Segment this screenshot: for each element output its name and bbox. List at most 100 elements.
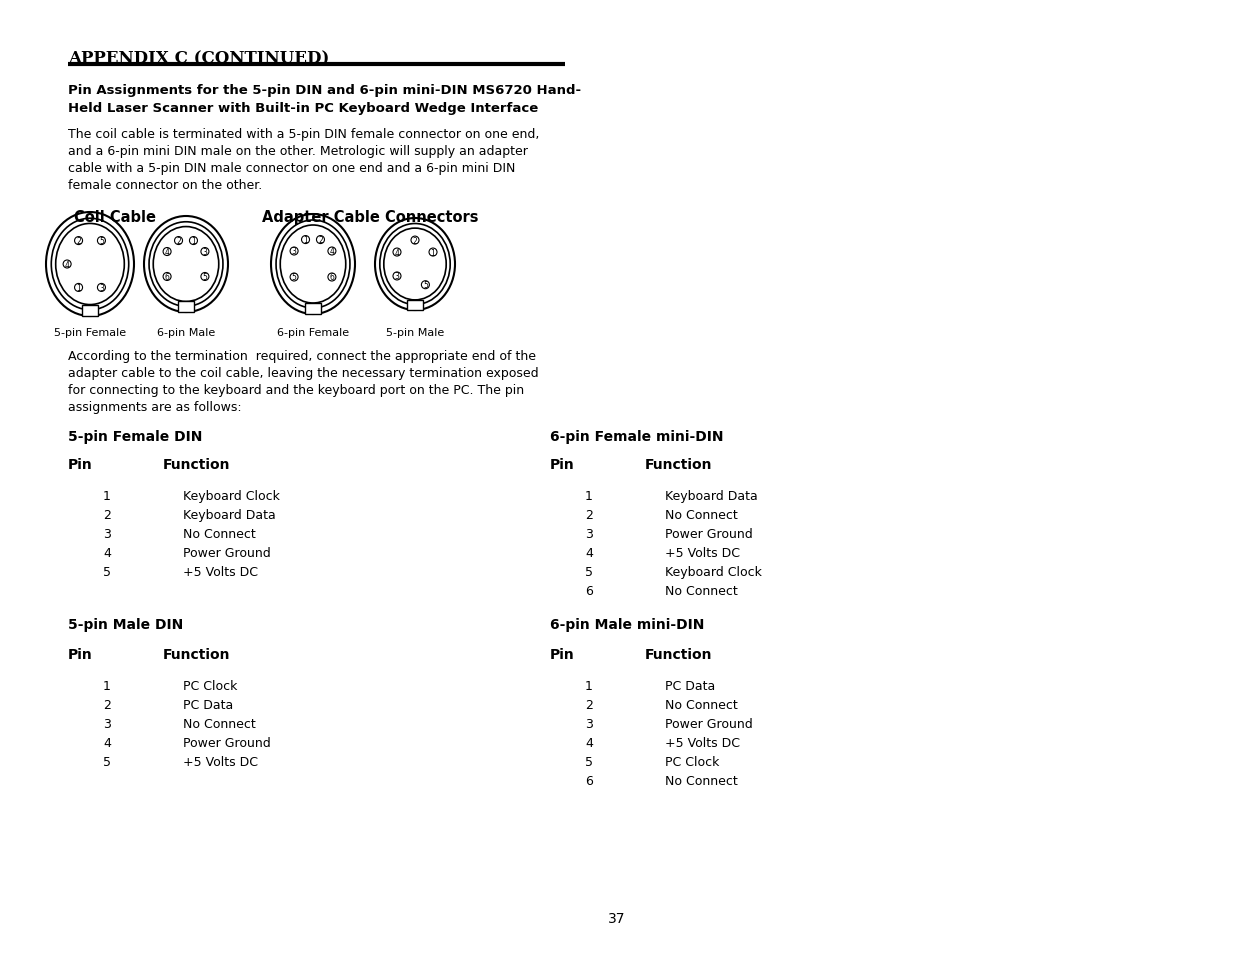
Text: Keyboard Data: Keyboard Data — [664, 490, 758, 502]
Text: Function: Function — [645, 647, 713, 661]
Text: 1: 1 — [103, 679, 111, 692]
Text: Pin: Pin — [68, 647, 93, 661]
Text: 1: 1 — [103, 490, 111, 502]
Circle shape — [329, 274, 336, 282]
Ellipse shape — [56, 224, 125, 305]
Bar — [408, 300, 422, 311]
Text: 5-pin Male DIN: 5-pin Male DIN — [68, 618, 183, 631]
Text: 37: 37 — [609, 911, 626, 925]
Circle shape — [74, 284, 83, 293]
Text: No Connect: No Connect — [664, 699, 737, 711]
Circle shape — [201, 249, 209, 256]
Text: +5 Volts DC: +5 Volts DC — [183, 755, 258, 768]
Text: 3: 3 — [103, 527, 111, 540]
Text: 1: 1 — [585, 679, 593, 692]
Text: and a 6-pin mini DIN male on the other. Metrologic will supply an adapter: and a 6-pin mini DIN male on the other. … — [68, 145, 527, 158]
Text: 3: 3 — [291, 247, 296, 256]
Circle shape — [201, 274, 209, 281]
Circle shape — [163, 274, 172, 281]
Text: The coil cable is terminated with a 5-pin DIN female connector on one end,: The coil cable is terminated with a 5-pi… — [68, 128, 540, 141]
Text: assignments are as follows:: assignments are as follows: — [68, 400, 242, 414]
Circle shape — [301, 236, 310, 244]
Circle shape — [393, 273, 401, 281]
Text: +5 Volts DC: +5 Volts DC — [664, 546, 740, 559]
Text: 1: 1 — [431, 249, 436, 257]
Text: 1: 1 — [77, 284, 82, 293]
Text: cable with a 5-pin DIN male connector on one end and a 6-pin mini DIN: cable with a 5-pin DIN male connector on… — [68, 162, 515, 174]
Text: According to the termination  required, connect the appropriate end of the: According to the termination required, c… — [68, 350, 536, 363]
Text: Held Laser Scanner with Built-in PC Keyboard Wedge Interface: Held Laser Scanner with Built-in PC Keyb… — [68, 102, 538, 115]
Circle shape — [316, 236, 325, 244]
Bar — [82, 305, 99, 316]
Text: APPENDIX C (CONTINUED): APPENDIX C (CONTINUED) — [68, 50, 330, 67]
Text: +5 Volts DC: +5 Volts DC — [183, 565, 258, 578]
Text: 6-pin Female mini-DIN: 6-pin Female mini-DIN — [550, 430, 724, 443]
Text: No Connect: No Connect — [664, 774, 737, 787]
Circle shape — [421, 281, 430, 290]
Text: Pin: Pin — [550, 647, 574, 661]
Text: 3: 3 — [103, 718, 111, 730]
Text: 6: 6 — [585, 584, 593, 598]
Text: 5: 5 — [585, 565, 593, 578]
Text: 5-pin Male: 5-pin Male — [385, 328, 445, 337]
Text: 3: 3 — [394, 273, 399, 281]
Circle shape — [74, 237, 83, 245]
Text: Power Ground: Power Ground — [664, 527, 753, 540]
Text: 3: 3 — [99, 284, 104, 293]
Circle shape — [63, 261, 72, 269]
Circle shape — [411, 237, 419, 245]
Text: PC Clock: PC Clock — [183, 679, 237, 692]
Ellipse shape — [280, 226, 346, 304]
Text: adapter cable to the coil cable, leaving the necessary termination exposed: adapter cable to the coil cable, leaving… — [68, 367, 538, 379]
Text: Function: Function — [163, 647, 231, 661]
Text: Power Ground: Power Ground — [183, 737, 270, 749]
Text: Keyboard Clock: Keyboard Clock — [664, 565, 762, 578]
Text: Pin: Pin — [68, 457, 93, 472]
Circle shape — [290, 248, 298, 255]
Ellipse shape — [153, 228, 219, 302]
Text: 5-pin Female: 5-pin Female — [54, 328, 126, 337]
Text: 4: 4 — [103, 546, 111, 559]
Text: 1: 1 — [303, 235, 308, 245]
Text: 2: 2 — [103, 699, 111, 711]
Text: 2: 2 — [177, 236, 180, 246]
Circle shape — [189, 237, 198, 245]
Circle shape — [163, 249, 172, 256]
Text: 5: 5 — [99, 237, 104, 246]
Text: +5 Volts DC: +5 Volts DC — [664, 737, 740, 749]
Text: Power Ground: Power Ground — [183, 546, 270, 559]
Circle shape — [393, 249, 401, 256]
Text: 4: 4 — [103, 737, 111, 749]
Text: 5: 5 — [103, 755, 111, 768]
Text: 2: 2 — [585, 509, 593, 521]
Circle shape — [174, 237, 183, 245]
Text: 5: 5 — [422, 281, 427, 290]
Text: 4: 4 — [585, 737, 593, 749]
Text: No Connect: No Connect — [664, 509, 737, 521]
Text: 4: 4 — [64, 260, 69, 269]
Text: 6: 6 — [330, 274, 335, 282]
Text: Pin Assignments for the 5-pin DIN and 6-pin mini-DIN MS6720 Hand-: Pin Assignments for the 5-pin DIN and 6-… — [68, 84, 582, 97]
Text: Coil Cable: Coil Cable — [74, 210, 156, 225]
Text: 5: 5 — [585, 755, 593, 768]
Text: 3: 3 — [585, 527, 593, 540]
Text: Function: Function — [163, 457, 231, 472]
Text: 6: 6 — [585, 774, 593, 787]
Circle shape — [98, 284, 105, 293]
Text: 1: 1 — [585, 490, 593, 502]
Text: for connecting to the keyboard and the keyboard port on the PC. The pin: for connecting to the keyboard and the k… — [68, 384, 524, 396]
Text: 1: 1 — [191, 236, 196, 246]
Text: 4: 4 — [330, 247, 335, 256]
Text: 6: 6 — [164, 273, 169, 282]
Text: 5: 5 — [291, 274, 296, 282]
Text: 5-pin Female DIN: 5-pin Female DIN — [68, 430, 203, 443]
Circle shape — [429, 249, 437, 256]
Circle shape — [329, 248, 336, 255]
Bar — [305, 304, 321, 314]
Text: Function: Function — [645, 457, 713, 472]
Text: No Connect: No Connect — [183, 527, 256, 540]
Text: 2: 2 — [585, 699, 593, 711]
Text: female connector on the other.: female connector on the other. — [68, 179, 262, 192]
Text: No Connect: No Connect — [183, 718, 256, 730]
Bar — [178, 302, 194, 313]
